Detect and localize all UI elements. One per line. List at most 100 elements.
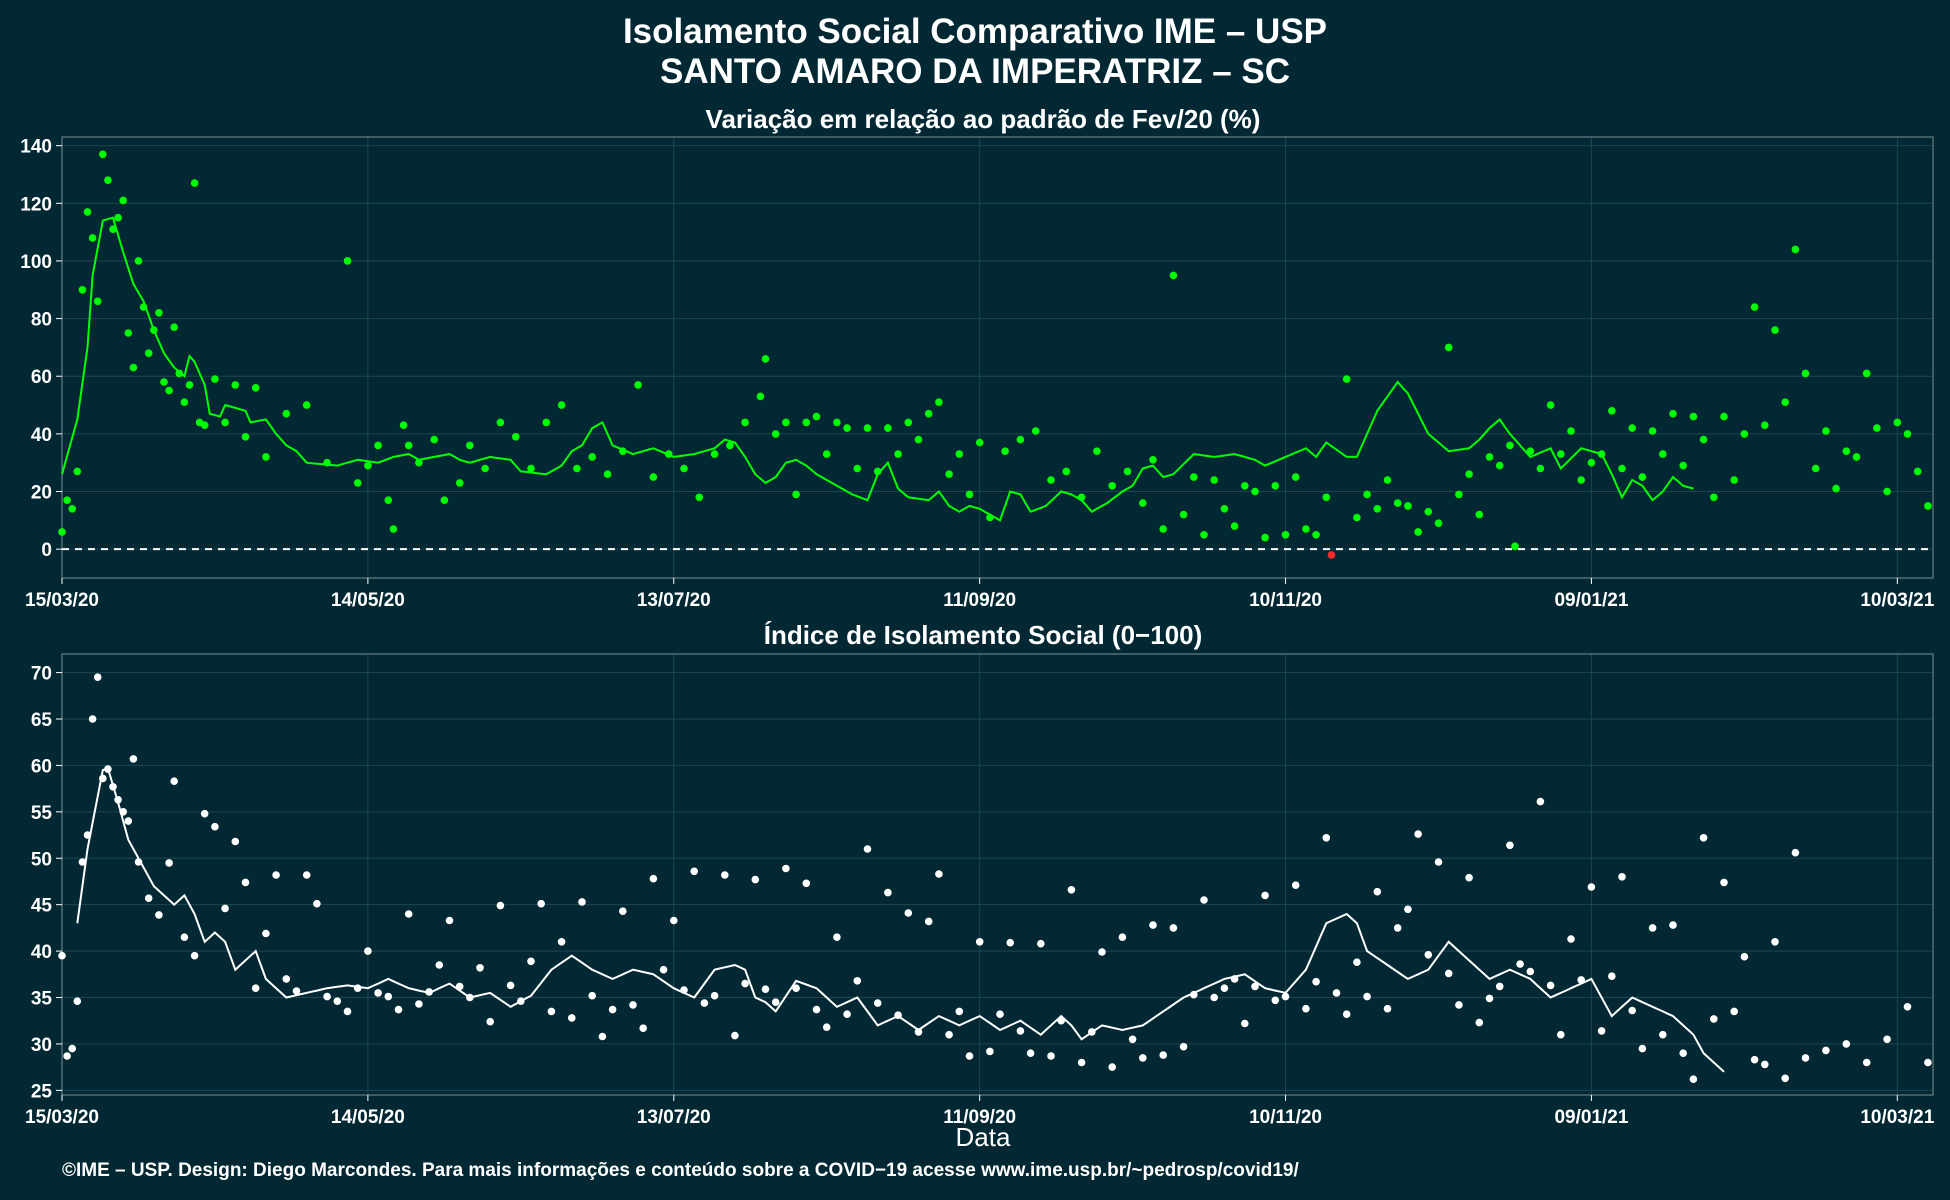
data-point — [634, 381, 642, 389]
chart-title: Isolamento Social Comparativo IME – USP — [622, 12, 1328, 51]
data-point — [404, 910, 413, 918]
data-point — [1761, 421, 1769, 430]
data-point — [547, 1007, 556, 1016]
data-point — [670, 916, 678, 925]
data-point — [1842, 447, 1851, 456]
data-point — [68, 1044, 76, 1053]
data-point — [1801, 1054, 1810, 1062]
data-point — [1659, 1030, 1667, 1039]
data-point — [1210, 476, 1218, 484]
data-point — [782, 418, 790, 427]
data-point — [1230, 522, 1239, 530]
data-point — [63, 1052, 71, 1060]
y-tick-label: 20 — [31, 483, 52, 504]
data-point — [1404, 905, 1412, 914]
data-point — [1832, 484, 1840, 493]
data-point — [1220, 984, 1229, 992]
data-point — [914, 1028, 923, 1036]
data-point — [1628, 1006, 1636, 1015]
data-point — [99, 150, 107, 159]
data-point — [914, 435, 923, 444]
data-point — [557, 938, 566, 946]
data-point — [1883, 1035, 1891, 1044]
panel2-title: Índice de Isolamento Social (0−100) — [763, 620, 1203, 650]
data-point — [568, 1014, 576, 1022]
data-point — [649, 473, 658, 481]
data-point — [1465, 873, 1473, 882]
data-point — [185, 381, 194, 389]
data-point — [1628, 424, 1636, 432]
data-point — [527, 464, 535, 473]
data-point — [1026, 1049, 1035, 1057]
data-point — [1139, 1054, 1147, 1062]
data-point — [63, 496, 71, 505]
data-point — [1455, 490, 1463, 499]
data-point — [1200, 896, 1208, 904]
data-point — [1495, 982, 1504, 991]
data-point — [1414, 528, 1422, 536]
data-point — [292, 987, 301, 995]
data-point — [741, 979, 749, 988]
data-point — [924, 409, 933, 418]
data-point — [1037, 939, 1045, 948]
data-point — [603, 470, 612, 479]
data-point — [639, 1024, 647, 1032]
data-point — [1485, 994, 1494, 1003]
data-point — [884, 888, 892, 897]
x-tick-label: 09/01/21 — [1554, 590, 1628, 611]
data-point — [124, 817, 133, 825]
data-point — [190, 179, 199, 187]
data-point — [1710, 493, 1718, 502]
data-point — [1862, 1058, 1871, 1067]
data-point — [1149, 921, 1157, 929]
data-point — [58, 528, 66, 536]
data-point — [323, 992, 331, 1001]
data-point — [1434, 858, 1443, 866]
data-point — [1516, 960, 1524, 968]
panel-border — [61, 136, 1934, 579]
data-point — [588, 991, 596, 1000]
data-point — [394, 1005, 403, 1014]
data-point — [282, 409, 291, 418]
data-point — [1302, 525, 1310, 533]
y-tick-label: 50 — [31, 849, 52, 870]
data-point — [771, 998, 780, 1006]
data-point — [578, 898, 586, 906]
data-point — [710, 450, 719, 458]
data-point — [1679, 1049, 1687, 1057]
moving-average-line — [61, 216, 1694, 522]
data-point — [1648, 427, 1657, 435]
data-point — [1363, 992, 1371, 1001]
data-point — [241, 878, 250, 887]
data-point — [415, 458, 423, 467]
data-point — [73, 997, 82, 1005]
data-point — [1618, 464, 1626, 473]
data-point — [649, 874, 658, 883]
data-point — [1424, 507, 1433, 516]
data-point — [792, 490, 800, 499]
data-point — [965, 1052, 974, 1060]
credit-footer: ©IME – USP. Design: Diego Marcondes. Par… — [62, 1160, 1299, 1181]
data-point — [1587, 458, 1596, 467]
data-point — [282, 975, 291, 983]
data-point — [1893, 418, 1902, 427]
x-tick-label: 14/05/20 — [331, 1107, 405, 1128]
x-tick-label: 10/03/21 — [1860, 1107, 1934, 1128]
data-point — [1536, 797, 1545, 806]
data-point — [557, 401, 566, 409]
data-point — [1669, 921, 1677, 929]
data-point — [1699, 834, 1708, 842]
data-point — [374, 989, 382, 997]
data-point — [833, 933, 841, 941]
data-point — [1159, 1051, 1167, 1059]
data-point — [93, 673, 102, 681]
data-point — [1322, 834, 1331, 842]
data-point — [935, 870, 943, 878]
data-point — [1179, 1042, 1188, 1051]
data-point — [1327, 551, 1336, 559]
y-tick-label: 140 — [20, 137, 52, 158]
data-point — [1271, 482, 1280, 490]
data-point — [211, 375, 219, 383]
x-tick-label: 13/07/20 — [637, 590, 711, 611]
